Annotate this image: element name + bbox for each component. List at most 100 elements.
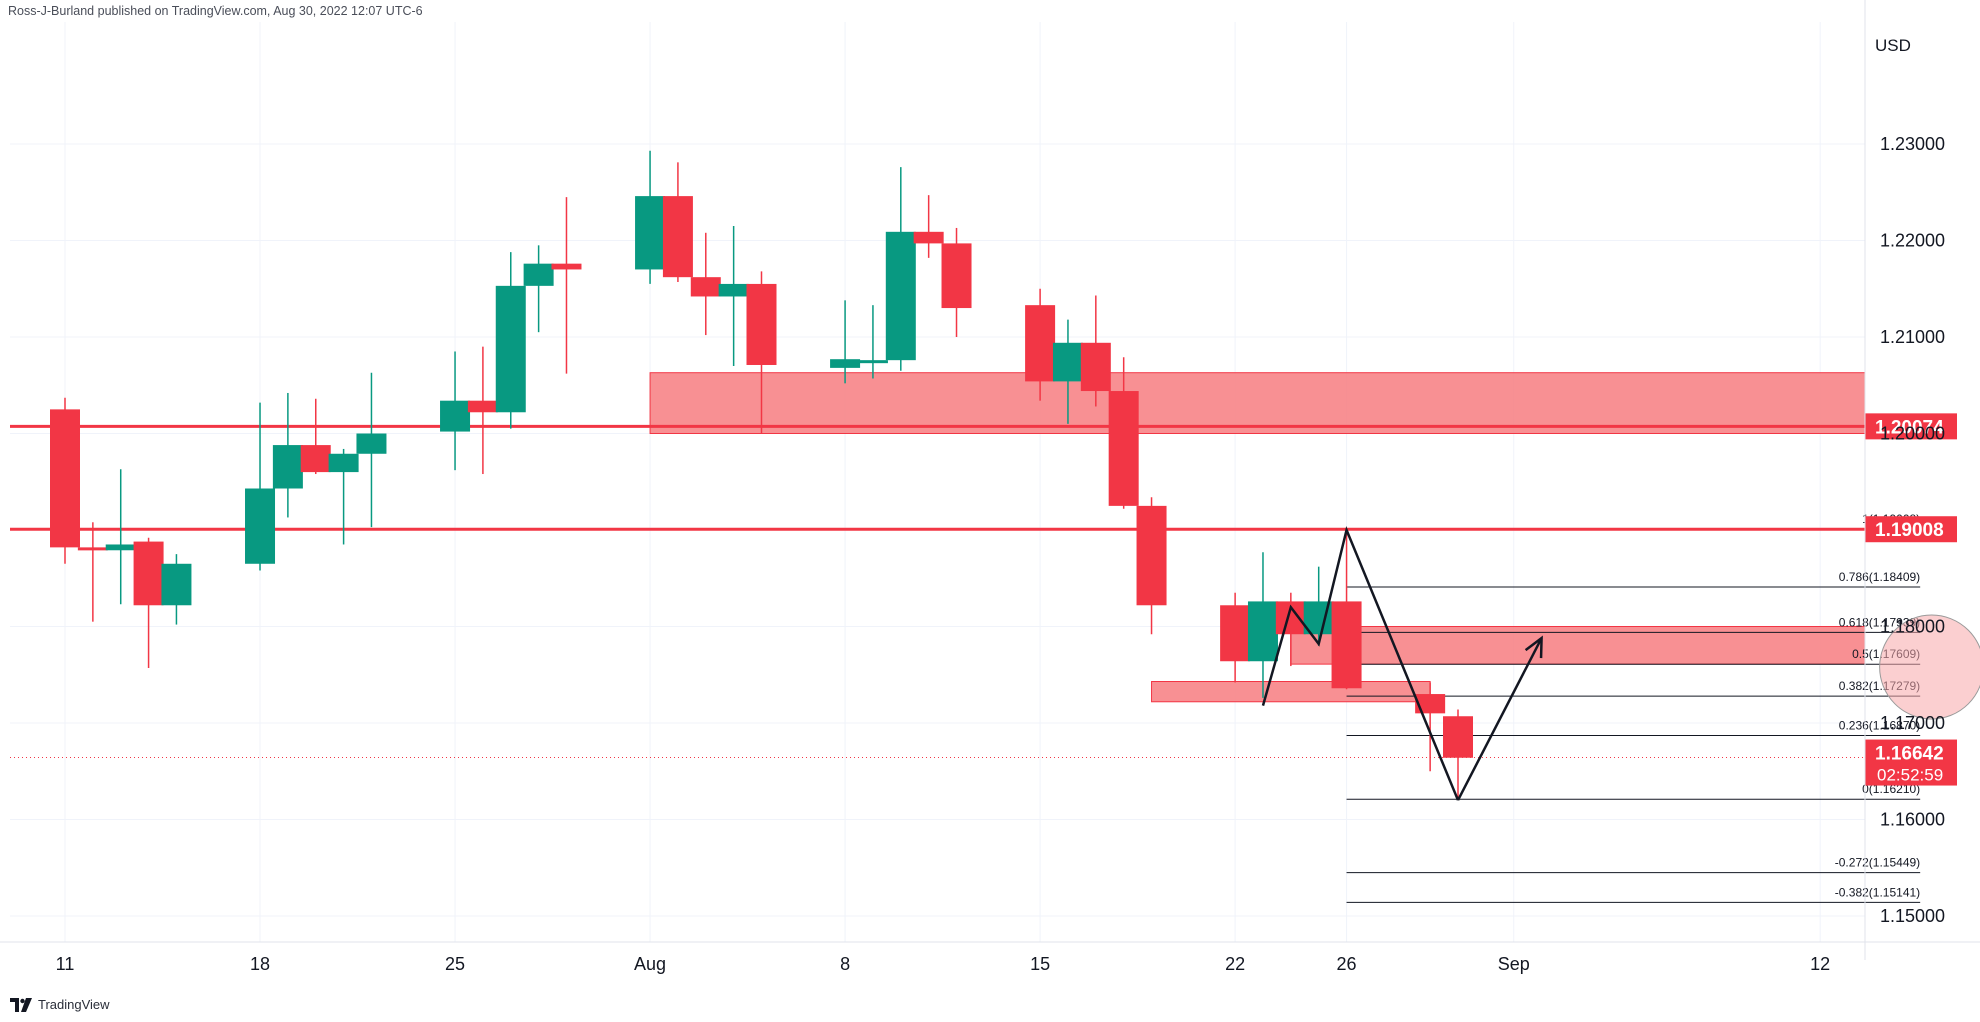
y-tick-label: 1.17000	[1880, 713, 1945, 733]
candle-body	[913, 231, 944, 244]
candle	[467, 346, 498, 475]
candle	[161, 554, 192, 625]
x-tick-label: 18	[250, 954, 270, 974]
highlight-circle[interactable]	[1879, 614, 1980, 720]
tradingview-footer[interactable]: TradingView	[10, 997, 110, 1012]
candle	[495, 252, 526, 429]
price-axis-level-badge	[1865, 516, 1957, 543]
x-tick-label: 8	[840, 954, 850, 974]
candle-body	[1247, 601, 1278, 662]
fib-level-label: -0.382(1.15141)	[1835, 885, 1920, 899]
candle-body	[662, 196, 693, 278]
y-tick-label: 1.16000	[1880, 810, 1945, 830]
candle	[1247, 552, 1278, 698]
candle	[857, 305, 888, 379]
price-axis-level-label: 1.19008	[1875, 520, 1944, 541]
candle-body	[77, 547, 108, 551]
candle	[551, 197, 582, 374]
candle	[1136, 497, 1167, 635]
projection-arrow-head	[1524, 635, 1543, 659]
candle	[133, 537, 164, 668]
candle-body	[161, 563, 192, 606]
candle	[105, 469, 136, 605]
price-axis-level-label: 1.20074	[1875, 417, 1944, 438]
zone-rect	[1151, 681, 1431, 703]
x-tick-label: 26	[1337, 954, 1357, 974]
y-tick-label: 1.22000	[1880, 231, 1945, 251]
candle-body	[885, 231, 916, 361]
publisher-line: Ross-J-Burland published on TradingView.…	[8, 4, 423, 18]
candle	[328, 448, 359, 545]
x-tick-label: 22	[1225, 954, 1245, 974]
candle	[523, 245, 554, 333]
candle	[690, 232, 721, 336]
candle-body	[50, 409, 80, 548]
last-price-value: 1.16642	[1875, 744, 1944, 765]
tradingview-logo-icon	[10, 997, 32, 1012]
x-tick-label: 15	[1030, 954, 1050, 974]
candle	[77, 522, 108, 622]
candle-body	[133, 541, 164, 606]
candle	[356, 372, 387, 528]
candle-body	[245, 488, 276, 564]
fib-level-label: 0.786(1.18409)	[1839, 570, 1920, 584]
candle-body	[523, 263, 554, 286]
y-tick-label: 1.21000	[1880, 327, 1945, 347]
zone-rect	[649, 372, 1866, 434]
y-tick-label: 1.18000	[1880, 617, 1945, 637]
last-price-badge	[1865, 739, 1957, 786]
candle-body	[1443, 716, 1473, 758]
projection-arrow-line[interactable]	[1456, 637, 1543, 801]
candle	[746, 271, 777, 434]
candle	[245, 402, 276, 571]
candle	[1443, 709, 1473, 800]
candle-body	[300, 445, 331, 473]
candle	[1025, 288, 1056, 401]
candle-body	[941, 243, 972, 309]
candle-body	[495, 285, 526, 413]
candle	[718, 226, 749, 366]
candle-body	[272, 445, 303, 489]
candle	[662, 162, 693, 282]
candle-body	[635, 196, 666, 270]
candle-body	[1052, 342, 1083, 382]
candle	[1052, 319, 1083, 424]
candle-body	[1220, 605, 1251, 662]
candle-body	[718, 283, 749, 297]
fib-level-label: 0.236(1.16870)	[1839, 719, 1920, 733]
candle	[1415, 682, 1446, 772]
candle	[830, 300, 861, 384]
candle	[440, 351, 471, 471]
candle-body	[356, 433, 387, 454]
candle-body	[1415, 694, 1446, 714]
candle-body	[467, 400, 498, 413]
candle-body	[690, 277, 721, 297]
x-tick-label: 25	[445, 954, 465, 974]
candle	[1303, 566, 1334, 646]
tradingview-brand: TradingView	[38, 997, 110, 1012]
candle	[1108, 357, 1139, 509]
candle	[885, 167, 916, 371]
candle-body	[328, 453, 359, 473]
candle-body	[1331, 601, 1362, 689]
price-axis-level-badge	[1865, 413, 1957, 440]
fib-level-label: 0(1.16210)	[1862, 782, 1920, 796]
y-tick-label: 1.20000	[1880, 424, 1945, 444]
y-tick-label: 1.23000	[1880, 134, 1945, 154]
drawings[interactable]	[1261, 525, 1980, 801]
candle-body	[857, 360, 888, 364]
x-tick-label: 11	[56, 954, 75, 974]
candle	[913, 195, 944, 258]
currency-label: USD	[1875, 36, 1911, 55]
candle-body	[1108, 391, 1139, 506]
candle-body	[1080, 342, 1111, 392]
candle-body	[440, 400, 471, 432]
candle-body	[746, 283, 777, 365]
x-tick-label: Aug	[634, 954, 666, 974]
x-tick-label: 12	[1810, 954, 1830, 974]
zigzag-pattern-line[interactable]	[1261, 525, 1460, 801]
candle-body	[1136, 505, 1167, 606]
candle-body	[105, 544, 136, 551]
